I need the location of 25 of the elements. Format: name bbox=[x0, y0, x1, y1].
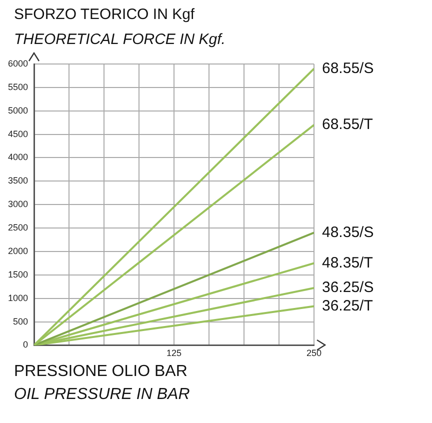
series-label: 68.55/T bbox=[322, 116, 373, 134]
series-label: 36.25/S bbox=[322, 279, 374, 296]
y-tick-label: 3500 bbox=[8, 176, 28, 186]
series-label: 48.35/S bbox=[322, 224, 374, 241]
series-label: 48.35/T bbox=[322, 254, 373, 272]
text: OIL PRESSURE IN BAR bbox=[14, 386, 190, 404]
x-tick-label: 250 bbox=[306, 348, 322, 358]
y-tick-label: 3000 bbox=[8, 199, 28, 210]
y-tick-label: 4000 bbox=[8, 152, 28, 162]
y-tick-label: 6000 bbox=[8, 58, 28, 68]
series-label: 68.55/S bbox=[322, 60, 374, 77]
chart-subtitle: THEORETICAL FORCE IN Kgf. bbox=[14, 31, 226, 48]
y-tick-label: 2000 bbox=[8, 246, 28, 256]
y-tick-label: 1500 bbox=[8, 269, 28, 280]
x-axis-title: PRESSIONE OLIO BAR bbox=[14, 363, 188, 381]
y-tick-label: 5500 bbox=[8, 82, 28, 92]
y-tick-label: 2500 bbox=[8, 222, 28, 233]
y-tick-label: 5000 bbox=[8, 105, 28, 116]
x-tick-label: 125 bbox=[166, 348, 182, 358]
series-label: 36.25/T bbox=[322, 297, 373, 314]
y-tick-label: 4500 bbox=[8, 128, 28, 139]
y-tick-label: 1000 bbox=[8, 292, 28, 303]
chart-title: SFORZO TEORICO IN Kgf bbox=[14, 6, 195, 23]
y-tick-label: 500 bbox=[12, 316, 28, 326]
y-tick-label: 0 bbox=[23, 340, 28, 350]
